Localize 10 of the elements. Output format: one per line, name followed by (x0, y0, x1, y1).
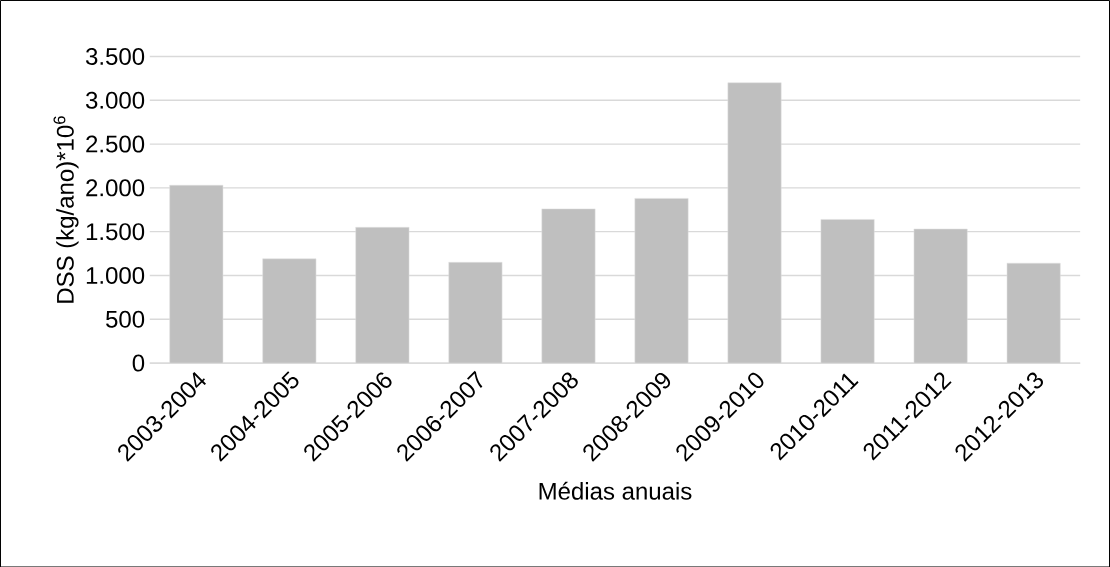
x-axis-title: Médias anuais (539, 481, 692, 500)
y-axis-title: DSS (kg/ano)*10$^{6}$ (53, 115, 79, 303)
y-tick-label: 3.000 (85, 91, 145, 109)
y-tick-label: 3.500 (85, 47, 145, 65)
y-tick-label: 500 (106, 310, 145, 328)
y-tick-label: 1.000 (86, 266, 145, 284)
y-tick-label: 2.500 (86, 135, 145, 153)
y-tick-label: 2.000 (86, 179, 145, 197)
y-tick-label: 1.500 (86, 222, 145, 240)
y-tick-label: 0 (132, 354, 145, 372)
